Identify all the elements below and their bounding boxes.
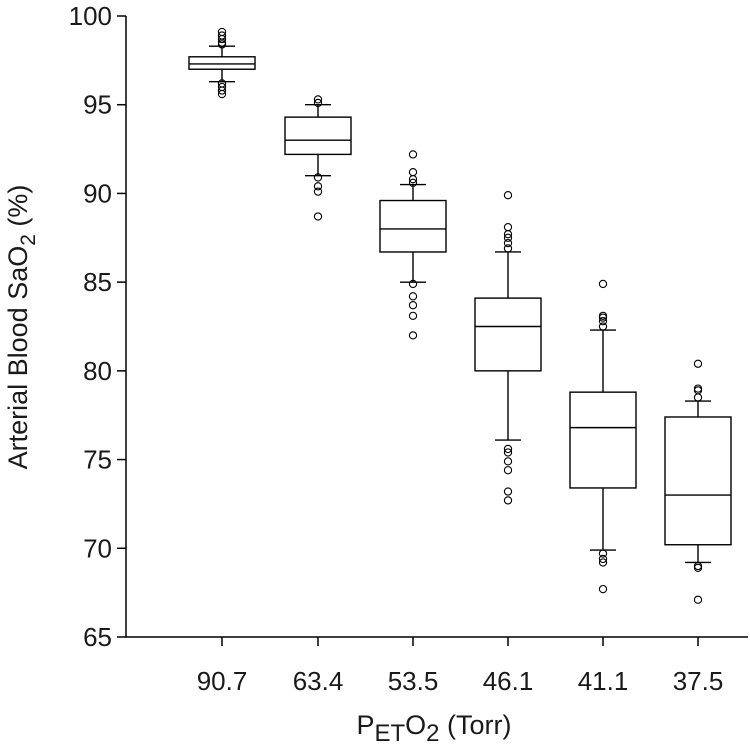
iqr-box (664, 416, 732, 546)
y-axis-title-unit: (%) (3, 185, 33, 235)
x-tick-label-5: 37.5 (673, 666, 724, 696)
outlier-point (503, 487, 513, 496)
outlier-point (503, 444, 513, 454)
outlier-point (693, 595, 703, 604)
outlier-point (598, 311, 608, 321)
y-tick-label-90: 90 (83, 178, 112, 208)
outlier-point (408, 167, 418, 177)
x-axis-title: PETO2 (Torr) (356, 710, 511, 747)
outlier-point (408, 292, 418, 301)
outlier-point (408, 279, 418, 289)
outlier-point (693, 393, 703, 402)
outlier-point (313, 95, 323, 104)
y-axis-title-main: Arterial Blood SaO (3, 246, 33, 470)
outlier-point (598, 549, 608, 558)
iqr-box (379, 199, 447, 253)
x-tick-label-1: 63.4 (293, 666, 344, 696)
outlier-point (598, 322, 608, 331)
box-group-37.5 (664, 359, 732, 604)
y-tick-label-95: 95 (83, 90, 112, 120)
y-tick-label-75: 75 (83, 445, 112, 475)
x-axis-title-o: O (405, 710, 426, 740)
outlier-point (408, 150, 418, 159)
iqr-box (474, 297, 542, 372)
outlier-point (503, 238, 513, 248)
outlier-point (217, 31, 227, 40)
y-tick-label-65: 65 (83, 622, 112, 652)
outlier-point (313, 98, 323, 108)
outlier-point (503, 448, 513, 457)
outlier-point (217, 82, 227, 92)
outlier-point (598, 317, 608, 326)
y-tick-label-80: 80 (83, 356, 112, 386)
box-group-46.1 (474, 191, 542, 505)
box-group-90.7 (188, 27, 256, 99)
y-tick-label-85: 85 (83, 267, 112, 297)
outlier-point (217, 27, 227, 37)
iqr-box (284, 116, 352, 156)
x-axis-title-unit: (Torr) (440, 710, 512, 740)
axes: 65 70 75 80 85 90 95 100 90.7 63.4 53.5 46.1 41.1 37.… (69, 1, 748, 696)
y-tick-label-100: 100 (69, 1, 112, 31)
box-group-53.5 (379, 150, 447, 340)
outlier-point (313, 182, 323, 191)
outlier-point (503, 222, 513, 232)
outlier-point (503, 244, 513, 253)
outlier-point (503, 191, 513, 200)
x-tick-label-3: 46.1 (483, 666, 534, 696)
outlier-point (598, 558, 608, 567)
outlier-point (217, 79, 227, 88)
outlier-point (408, 301, 418, 310)
outlier-point (408, 311, 418, 321)
outlier-point (503, 457, 513, 466)
outlier-point (598, 554, 608, 564)
x-tick-label-0: 90.7 (197, 666, 248, 696)
y-axis-title: Arterial Blood SaO2 (%) (3, 185, 40, 470)
x-axis-title-p: P (356, 710, 374, 740)
outlier-point (503, 496, 513, 505)
y-axis-title-subscript: 2 (17, 234, 40, 246)
outlier-point (693, 561, 703, 571)
outlier-point (598, 279, 608, 289)
outlier-point (503, 466, 513, 475)
x-axis-title-subscript-2: 2 (426, 720, 439, 747)
outlier-point (693, 384, 703, 393)
box-series (188, 27, 732, 604)
box-group-63.4 (284, 95, 352, 221)
outlier-point (503, 233, 513, 242)
x-tick-label-4: 41.1 (578, 666, 629, 696)
y-tick-label-70: 70 (83, 533, 112, 563)
outlier-point (313, 187, 323, 196)
outlier-point (408, 178, 418, 187)
outlier-point (598, 584, 608, 594)
iqr-box (569, 391, 637, 489)
outlier-point (408, 331, 418, 340)
x-tick-label-2: 53.5 (388, 666, 439, 696)
iqr-box (188, 56, 256, 70)
x-axis-title-subscript-et: ET (374, 720, 405, 747)
outlier-point (313, 212, 323, 221)
outlier-point (313, 173, 323, 182)
outlier-point (693, 359, 703, 368)
box-group-41.1 (569, 279, 637, 594)
